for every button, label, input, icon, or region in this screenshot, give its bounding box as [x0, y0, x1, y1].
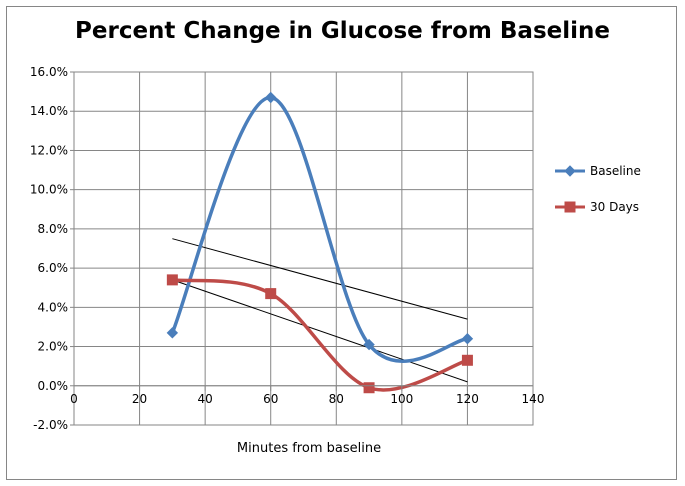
y-tick-label: 14.0%	[30, 104, 68, 118]
chart-frame	[6, 6, 677, 480]
grid-layer	[73, 71, 534, 426]
x-tick-label: 20	[132, 392, 147, 406]
y-tick-label: 10.0%	[30, 183, 68, 197]
y-tick-label: -2.0%	[33, 418, 68, 432]
axis-layer: -2.0% 0.0% 2.0% 4.0% 6.0% 8.0% 10.0% 12.0% 14.0%…	[30, 65, 545, 432]
x-tick-label: 40	[198, 392, 213, 406]
y-tick-label: 6.0%	[38, 261, 69, 275]
data-point	[265, 91, 277, 104]
chart-title: Percent Change in Glucose from Baseline	[75, 18, 610, 44]
trendline	[172, 279, 468, 383]
y-tick-label: 4.0%	[38, 300, 69, 314]
trendline	[172, 238, 468, 320]
legend-marker	[564, 165, 576, 177]
data-point	[461, 354, 473, 366]
x-tick-label: 0	[70, 392, 78, 406]
series-line	[170, 95, 468, 363]
x-tick-label: 80	[329, 392, 344, 406]
data-point	[363, 382, 375, 394]
plot-area	[73, 71, 534, 426]
x-tick-label: 60	[263, 392, 278, 406]
trendline-layer	[172, 238, 468, 383]
y-tick-label: 8.0%	[38, 222, 69, 236]
y-tick-label: 12.0%	[30, 143, 68, 157]
x-tick-label: 100	[390, 392, 413, 406]
x-axis-title: Minutes from baseline	[237, 441, 381, 456]
legend-label: Baseline	[590, 164, 641, 178]
legend: Baseline 30 Days	[555, 164, 641, 214]
series-layer	[166, 91, 474, 394]
data-point	[166, 274, 178, 286]
x-tick-label: 120	[456, 392, 479, 406]
y-tick-label: 16.0%	[30, 65, 68, 79]
x-tick-label: 140	[522, 392, 545, 406]
data-point	[461, 333, 474, 345]
legend-label: 30 Days	[590, 200, 639, 214]
legend-marker	[564, 201, 576, 213]
data-point	[166, 327, 179, 339]
data-point	[265, 288, 277, 300]
series-line	[172, 278, 468, 392]
y-tick-label: 0.0%	[38, 379, 69, 393]
data-point	[363, 338, 375, 351]
y-tick-label: 2.0%	[38, 340, 69, 354]
